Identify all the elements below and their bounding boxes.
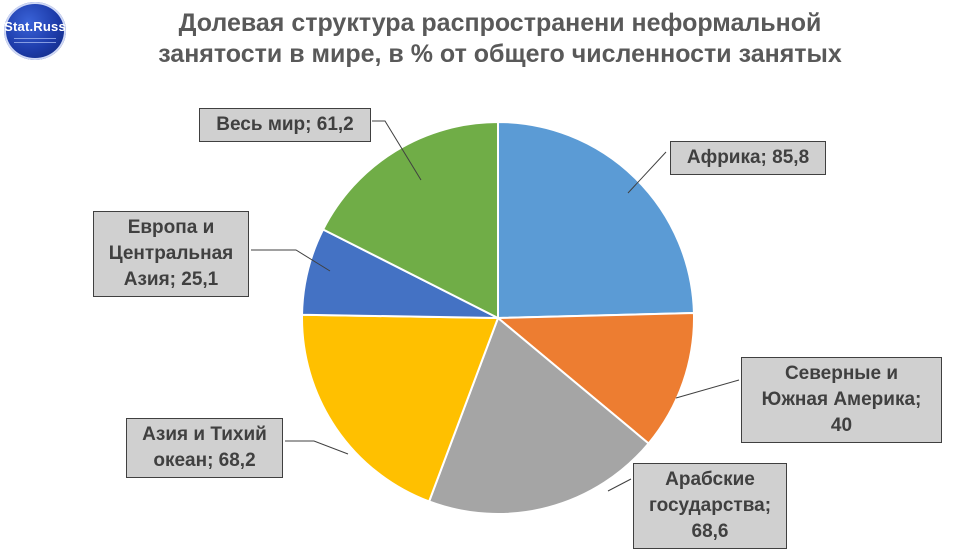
slice-africa [497,120,695,320]
data-label-line: Арабские [665,469,755,490]
data-label-americas: Северные и Южная Америка; 40 [741,357,942,443]
chart-title-line-2: занятости в мире, в % от общего численно… [158,40,842,68]
logo-decoration [14,38,56,43]
slice-asia-pacific [301,313,500,503]
data-label-world: Весь мир; 61,2 [199,108,371,142]
leader-line-world [372,120,422,181]
leader-line-arab-states [607,478,632,492]
leader-line-americas [675,379,740,399]
data-label-line: Азия; 25,1 [123,269,219,290]
leader-line-asia-pacific [285,440,349,455]
data-label-line: Африка; 85,8 [686,147,810,168]
slice-americas [495,311,695,445]
data-label-europe-central-asia: Европа и Центральная Азия; 25,1 [93,211,249,297]
logo-text: Stat.Russ [4,19,66,34]
data-label-line: 68,6 [691,521,729,542]
chart-title-line-1: Долевая структура распространени неформа… [178,9,822,37]
leader-line-africa [627,151,667,194]
data-label-africa: Африка; 85,8 [670,141,826,175]
data-label-asia-pacific: Азия и Тихий океан; 68,2 [126,418,283,478]
data-label-line: Центральная [108,243,234,264]
data-label-line: 40 [830,415,853,436]
leader-line-europe-central-asia [251,249,331,272]
data-label-arab-states: Арабские государства; 68,6 [633,463,787,549]
data-label-line: государства; [648,495,772,516]
data-label-line: Европа и [127,217,215,238]
slice-arab-states [427,316,650,515]
chart-title: Долевая структура распространени неформа… [80,8,920,70]
stat-russ-logo: Stat.Russ [4,2,66,60]
data-label-line: океан; 68,2 [153,450,256,471]
slice-world [321,120,499,320]
data-label-line: Южная Америка; [761,389,922,410]
data-label-line: Северные и [784,363,899,384]
data-label-line: Азия и Тихий [142,424,267,445]
data-label-line: Весь мир; 61,2 [216,114,354,135]
